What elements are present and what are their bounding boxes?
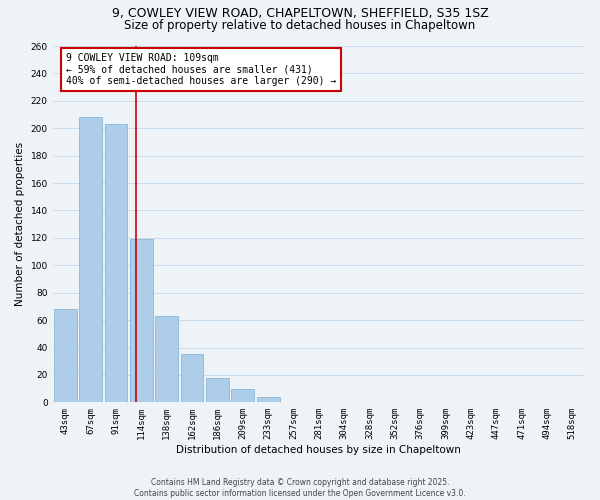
Bar: [130, 239, 153, 402]
Text: Contains HM Land Registry data © Crown copyright and database right 2025.
Contai: Contains HM Land Registry data © Crown c…: [134, 478, 466, 498]
Bar: [257, 397, 280, 402]
Text: 9 COWLEY VIEW ROAD: 109sqm
← 59% of detached houses are smaller (431)
40% of sem: 9 COWLEY VIEW ROAD: 109sqm ← 59% of deta…: [66, 53, 336, 86]
Bar: [79, 118, 102, 403]
Bar: [54, 309, 77, 402]
Bar: [206, 378, 229, 402]
X-axis label: Distribution of detached houses by size in Chapeltown: Distribution of detached houses by size …: [176, 445, 461, 455]
Text: 9, COWLEY VIEW ROAD, CHAPELTOWN, SHEFFIELD, S35 1SZ: 9, COWLEY VIEW ROAD, CHAPELTOWN, SHEFFIE…: [112, 8, 488, 20]
Bar: [232, 388, 254, 402]
Y-axis label: Number of detached properties: Number of detached properties: [15, 142, 25, 306]
Bar: [181, 354, 203, 403]
Bar: [104, 124, 127, 402]
Text: Size of property relative to detached houses in Chapeltown: Size of property relative to detached ho…: [124, 18, 476, 32]
Bar: [155, 316, 178, 402]
